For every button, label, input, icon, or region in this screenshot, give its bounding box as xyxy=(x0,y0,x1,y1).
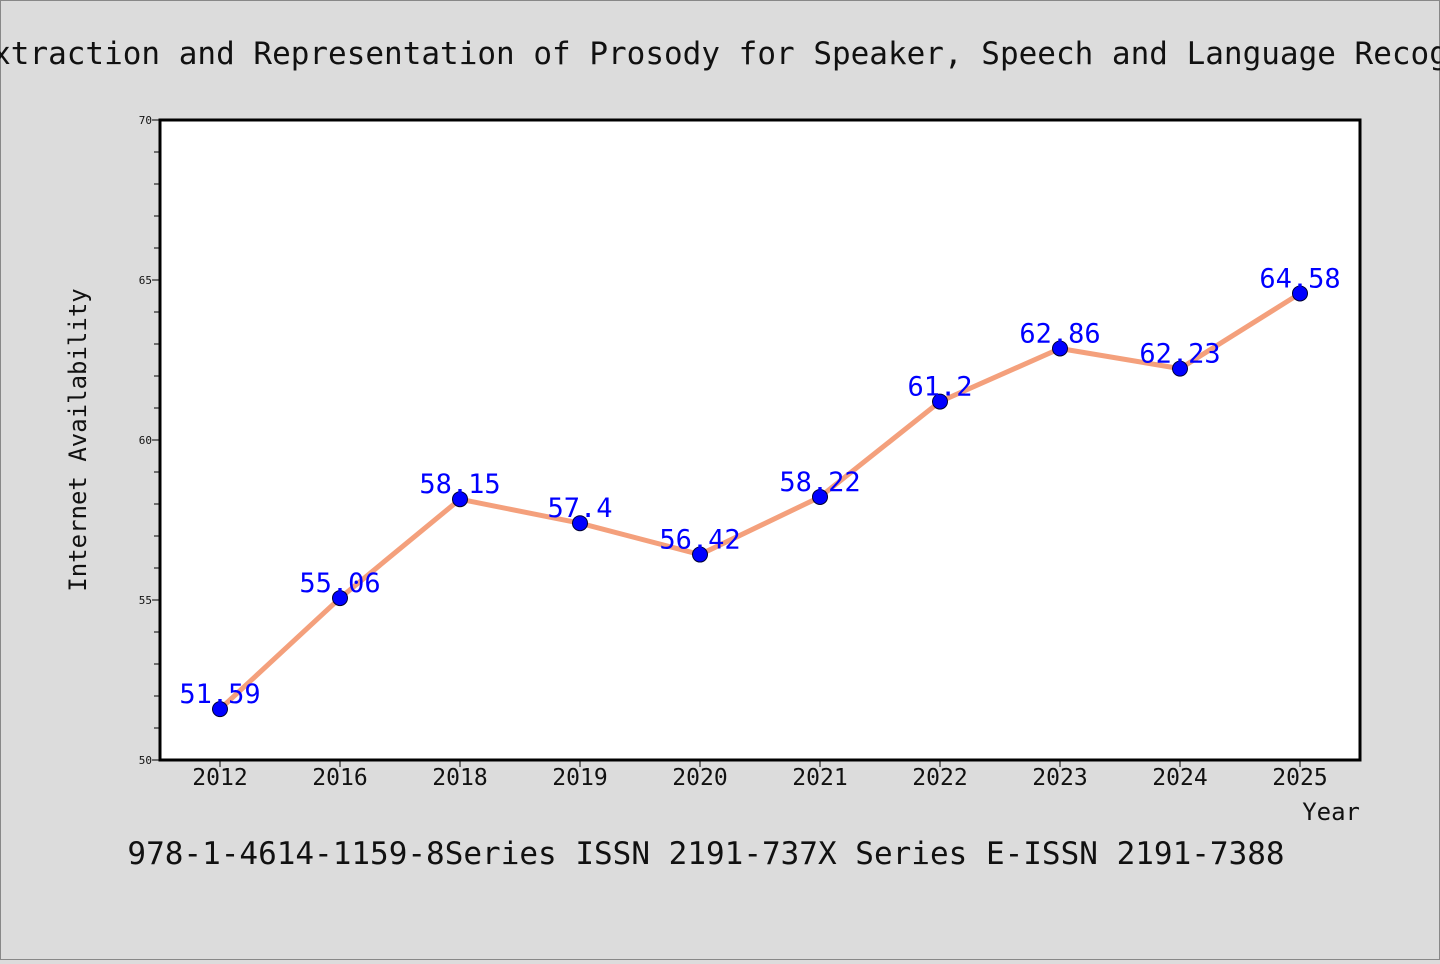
x-tick-label: 2023 xyxy=(1032,765,1087,791)
data-label: 62.86 xyxy=(1019,318,1100,349)
data-label: 58.15 xyxy=(419,469,500,500)
data-point xyxy=(212,701,228,718)
series-layer: 51.59 55.06 58.15 57.4 56.42 58.22 61.2 62.86 62… xyxy=(179,263,1341,718)
caption-text: 978-1-4614-1159-8Series ISSN 2191-737X S… xyxy=(127,836,1284,872)
y-tick-label: 65 xyxy=(139,274,152,287)
y-axis: 50 55 60 65 70 xyxy=(139,114,160,767)
data-point xyxy=(692,546,708,563)
x-tick-label: 2025 xyxy=(1272,765,1327,791)
x-tick-label: 2016 xyxy=(312,765,367,791)
data-point xyxy=(1172,360,1188,377)
data-label: 51.59 xyxy=(179,679,260,710)
data-label: 61.2 xyxy=(907,372,972,403)
x-tick-label: 2018 xyxy=(432,765,487,791)
chart-title: Extraction and Representation of Prosody… xyxy=(0,36,1440,72)
data-point xyxy=(1292,285,1308,302)
series-line xyxy=(217,290,1303,712)
data-point xyxy=(572,515,588,532)
x-tick-label: 2019 xyxy=(552,765,607,791)
data-point xyxy=(332,590,348,607)
data-point xyxy=(812,488,828,505)
x-axis: 2012 2016 2018 2019 2020 2021 2022 2023 2024 2025 xyxy=(192,760,1328,791)
y-axis-label: Internet Availability xyxy=(64,288,92,591)
data-point xyxy=(932,393,948,410)
data-label: 64.58 xyxy=(1259,263,1340,294)
data-label: 55.06 xyxy=(299,568,380,599)
x-tick-label: 2024 xyxy=(1152,765,1207,791)
y-tick-label: 50 xyxy=(139,754,152,767)
y-tick-label: 60 xyxy=(139,434,152,447)
y-tick-label: 70 xyxy=(139,114,152,127)
data-label: 58.22 xyxy=(779,467,860,498)
data-label: 56.42 xyxy=(659,525,740,556)
data-label: 57.4 xyxy=(547,493,612,524)
data-point xyxy=(1052,340,1068,357)
x-tick-label: 2020 xyxy=(672,765,727,791)
x-tick-label: 2021 xyxy=(792,765,847,791)
x-tick-label: 2022 xyxy=(912,765,967,791)
data-point xyxy=(452,491,468,508)
plot-area xyxy=(158,118,1362,762)
x-axis-label: Year xyxy=(1302,798,1360,826)
x-tick-label: 2012 xyxy=(192,765,247,791)
data-label: 62.23 xyxy=(1139,339,1220,370)
y-tick-label: 55 xyxy=(139,594,152,607)
